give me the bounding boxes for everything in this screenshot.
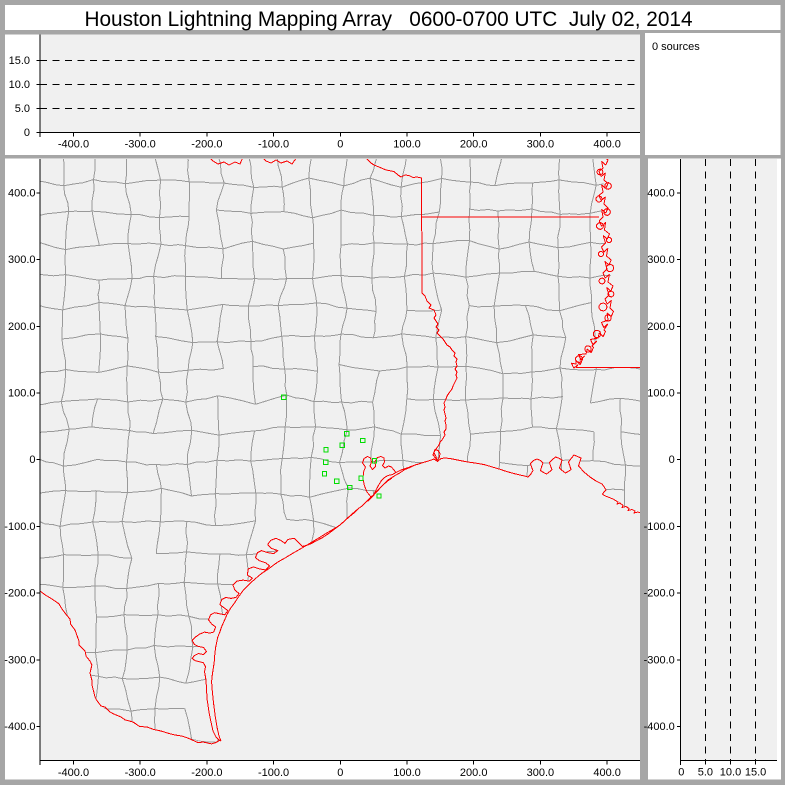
svg-text:15.0: 15.0 <box>9 55 30 67</box>
svg-text:10.0: 10.0 <box>9 79 30 91</box>
svg-text:0: 0 <box>669 454 675 466</box>
svg-text:-100.0: -100.0 <box>258 767 289 779</box>
svg-text:100.0: 100.0 <box>647 388 675 400</box>
svg-text:-100.0: -100.0 <box>258 139 289 151</box>
svg-text:-100.0: -100.0 <box>4 521 35 533</box>
svg-text:200.0: 200.0 <box>460 139 488 151</box>
svg-text:200.0: 200.0 <box>647 321 675 333</box>
svg-text:200.0: 200.0 <box>8 321 36 333</box>
svg-text:-400.0: -400.0 <box>4 721 35 733</box>
svg-text:300.0: 300.0 <box>527 767 555 779</box>
svg-text:0: 0 <box>337 767 343 779</box>
svg-text:0 sources: 0 sources <box>652 41 700 53</box>
svg-text:100.0: 100.0 <box>393 767 421 779</box>
svg-text:300.0: 300.0 <box>527 139 555 151</box>
svg-text:-300.0: -300.0 <box>125 767 156 779</box>
svg-text:200.0: 200.0 <box>460 767 488 779</box>
svg-text:400.0: 400.0 <box>593 139 621 151</box>
svg-text:0: 0 <box>337 139 343 151</box>
svg-text:-200.0: -200.0 <box>4 588 35 600</box>
svg-text:-400.0: -400.0 <box>58 767 89 779</box>
svg-text:5.0: 5.0 <box>698 766 713 778</box>
svg-text:10.0: 10.0 <box>720 766 741 778</box>
svg-text:-100.0: -100.0 <box>644 521 675 533</box>
svg-text:400.0: 400.0 <box>647 187 675 199</box>
svg-text:0: 0 <box>29 454 35 466</box>
svg-text:-300.0: -300.0 <box>4 654 35 666</box>
svg-text:-200.0: -200.0 <box>644 588 675 600</box>
svg-text:400.0: 400.0 <box>593 767 621 779</box>
svg-text:300.0: 300.0 <box>8 254 36 266</box>
svg-text:-300.0: -300.0 <box>125 139 156 151</box>
svg-text:300.0: 300.0 <box>647 254 675 266</box>
svg-text:100.0: 100.0 <box>8 388 36 400</box>
svg-text:0: 0 <box>678 766 684 778</box>
svg-text:-200.0: -200.0 <box>191 767 222 779</box>
svg-text:5.0: 5.0 <box>15 103 30 115</box>
svg-text:100.0: 100.0 <box>393 139 421 151</box>
svg-text:Houston Lightning Mapping Arra: Houston Lightning Mapping Array 0600-070… <box>84 8 692 31</box>
svg-text:400.0: 400.0 <box>8 187 36 199</box>
svg-text:-400.0: -400.0 <box>58 139 89 151</box>
svg-text:-400.0: -400.0 <box>644 721 675 733</box>
svg-text:0: 0 <box>24 127 30 139</box>
svg-text:15.0: 15.0 <box>745 766 766 778</box>
svg-text:-300.0: -300.0 <box>644 654 675 666</box>
svg-text:-200.0: -200.0 <box>191 139 222 151</box>
